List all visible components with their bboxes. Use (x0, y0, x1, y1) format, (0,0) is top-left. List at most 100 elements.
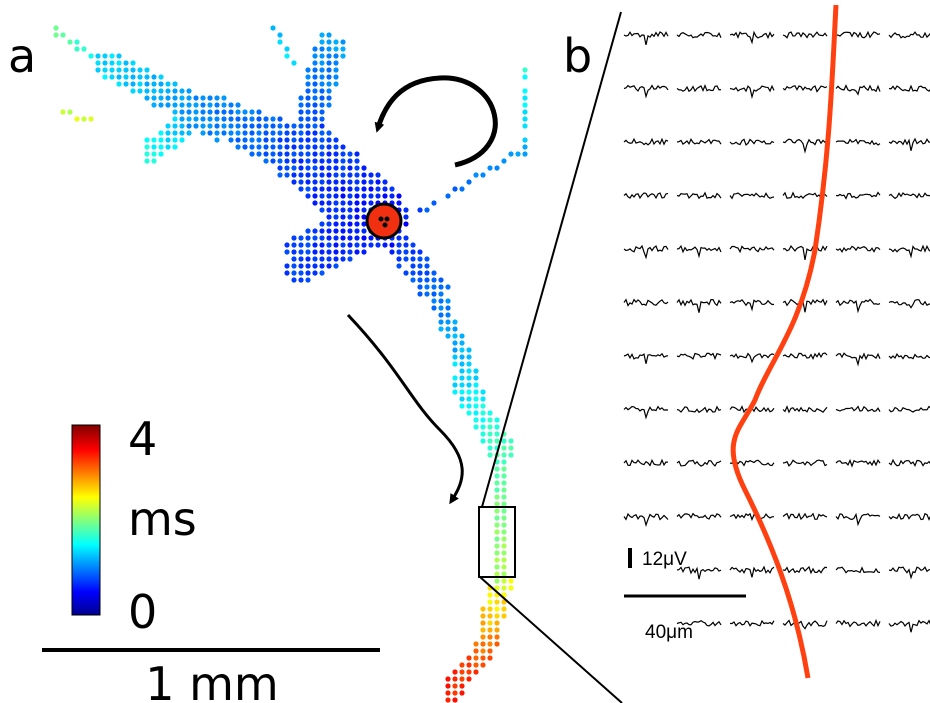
soma-marker (365, 202, 403, 240)
trace (888, 244, 930, 259)
electrode-dot (515, 151, 521, 157)
electrode-dot (333, 235, 339, 241)
electrode-dot (522, 95, 528, 101)
electrode-dot (501, 501, 507, 507)
electrode-dot (494, 620, 500, 626)
trace (729, 459, 775, 467)
electrode-dot (487, 648, 493, 654)
electrode-dot (326, 144, 332, 150)
electrode-dot (403, 249, 409, 255)
trace (888, 619, 930, 633)
electrode-dot (508, 445, 514, 451)
electrode-dot (298, 256, 304, 262)
electrode-dot (151, 144, 157, 150)
electrode-dot (319, 179, 325, 185)
electrode-dot (263, 144, 269, 150)
trace (835, 458, 881, 468)
electrode-dot (67, 109, 73, 115)
electrode-dot (452, 361, 458, 367)
electrode-dot (116, 53, 122, 59)
electrode-dot (459, 361, 465, 367)
electrode-dot (284, 249, 290, 255)
electrode-dot (459, 676, 465, 682)
electrode-dot (445, 298, 451, 304)
electrode-dot (312, 144, 318, 150)
electrode-dot (291, 263, 297, 269)
electrode-dot (305, 130, 311, 136)
electrode-dot (403, 207, 409, 213)
electrode-dot (298, 270, 304, 276)
electrode-dot (487, 424, 493, 430)
electrode-dot (487, 165, 493, 171)
electrode-dot (494, 466, 500, 472)
electrode-dot (473, 662, 479, 668)
electrode-dot (235, 144, 241, 150)
electrode-dot (445, 690, 451, 696)
electrode-dot (361, 242, 367, 248)
electrode-dot (298, 172, 304, 178)
electrode-dot (123, 81, 129, 87)
electrode-dot (354, 179, 360, 185)
colorbar (71, 424, 101, 616)
trace (623, 244, 669, 260)
electrode-dot (396, 242, 402, 248)
electrode-dot (333, 193, 339, 199)
electrode-dot (347, 165, 353, 171)
electrode-dot (438, 326, 444, 332)
electrode-dot (312, 88, 318, 94)
electrode-dot (473, 172, 479, 178)
electrode-dot (249, 130, 255, 136)
electrode-dot (403, 235, 409, 241)
electrode-dot (326, 81, 332, 87)
electrode-dot (291, 151, 297, 157)
electrode-dot (277, 137, 283, 143)
electrode-dot (494, 571, 500, 577)
electrode-dot (298, 165, 304, 171)
electrode-dot (298, 95, 304, 101)
electrode-dot (452, 697, 458, 703)
electrode-dot (410, 242, 416, 248)
trace (676, 244, 722, 259)
electrode-dot (158, 102, 164, 108)
electrode-dot (445, 284, 451, 290)
electrode-dot (354, 200, 360, 206)
electrode-dot (494, 564, 500, 570)
electrode-dot (452, 319, 458, 325)
trace (835, 618, 881, 628)
electrode-dot (494, 417, 500, 423)
electrode-dot (494, 515, 500, 521)
electrode-dot (375, 186, 381, 192)
electrode-dot (361, 221, 367, 227)
electrode-dot (305, 263, 311, 269)
electrode-dot (494, 494, 500, 500)
electrode-dot (487, 445, 493, 451)
electrode-dot (249, 109, 255, 115)
trace (835, 30, 881, 39)
electrode-dot (333, 158, 339, 164)
electrode-dot (256, 137, 262, 143)
electrode-dot (172, 109, 178, 115)
electrode-dot (340, 221, 346, 227)
electrode-dot (151, 151, 157, 157)
voltage-label: 12μV (642, 549, 687, 570)
electrode-dot (459, 690, 465, 696)
electrode-dot (347, 172, 353, 178)
electrode-dot (263, 130, 269, 136)
electrode-dot (312, 74, 318, 80)
electrode-dot (214, 102, 220, 108)
electrode-dot (81, 46, 87, 52)
electrode-dot (487, 438, 493, 444)
electrode-dot (312, 46, 318, 52)
electrode-dot (165, 137, 171, 143)
electrode-dot (228, 137, 234, 143)
electrode-dot (466, 669, 472, 675)
electrode-dot (438, 312, 444, 318)
electrode-dot (270, 144, 276, 150)
trace (676, 459, 722, 467)
trace (888, 137, 930, 151)
electrode-dot (312, 256, 318, 262)
electrode-dot (459, 375, 465, 381)
electrode-dot (487, 641, 493, 647)
electrode-dot (494, 627, 500, 633)
electrode-dot (382, 242, 388, 248)
